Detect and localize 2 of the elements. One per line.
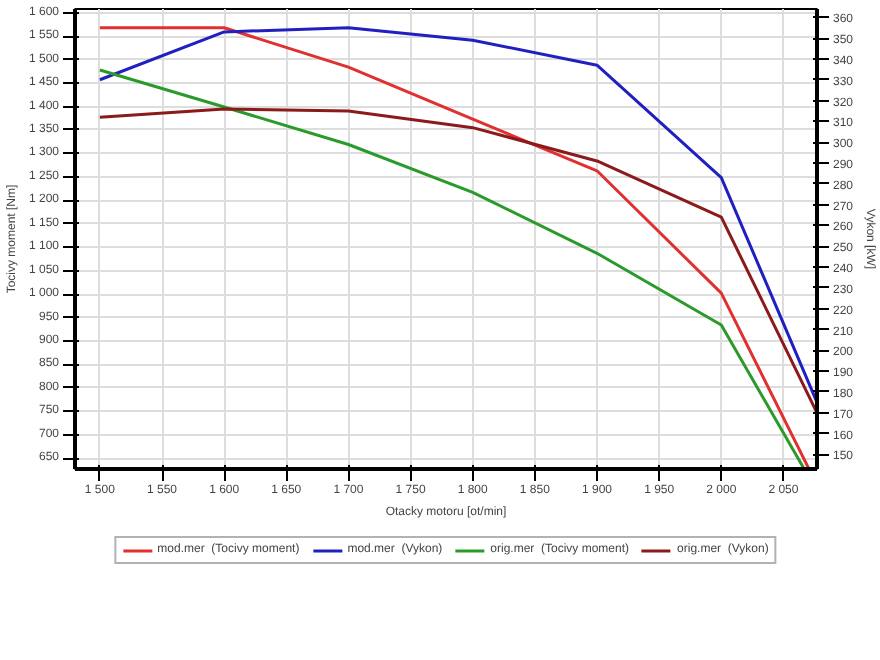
line-series	[98, 26, 817, 404]
line-series	[98, 107, 817, 415]
